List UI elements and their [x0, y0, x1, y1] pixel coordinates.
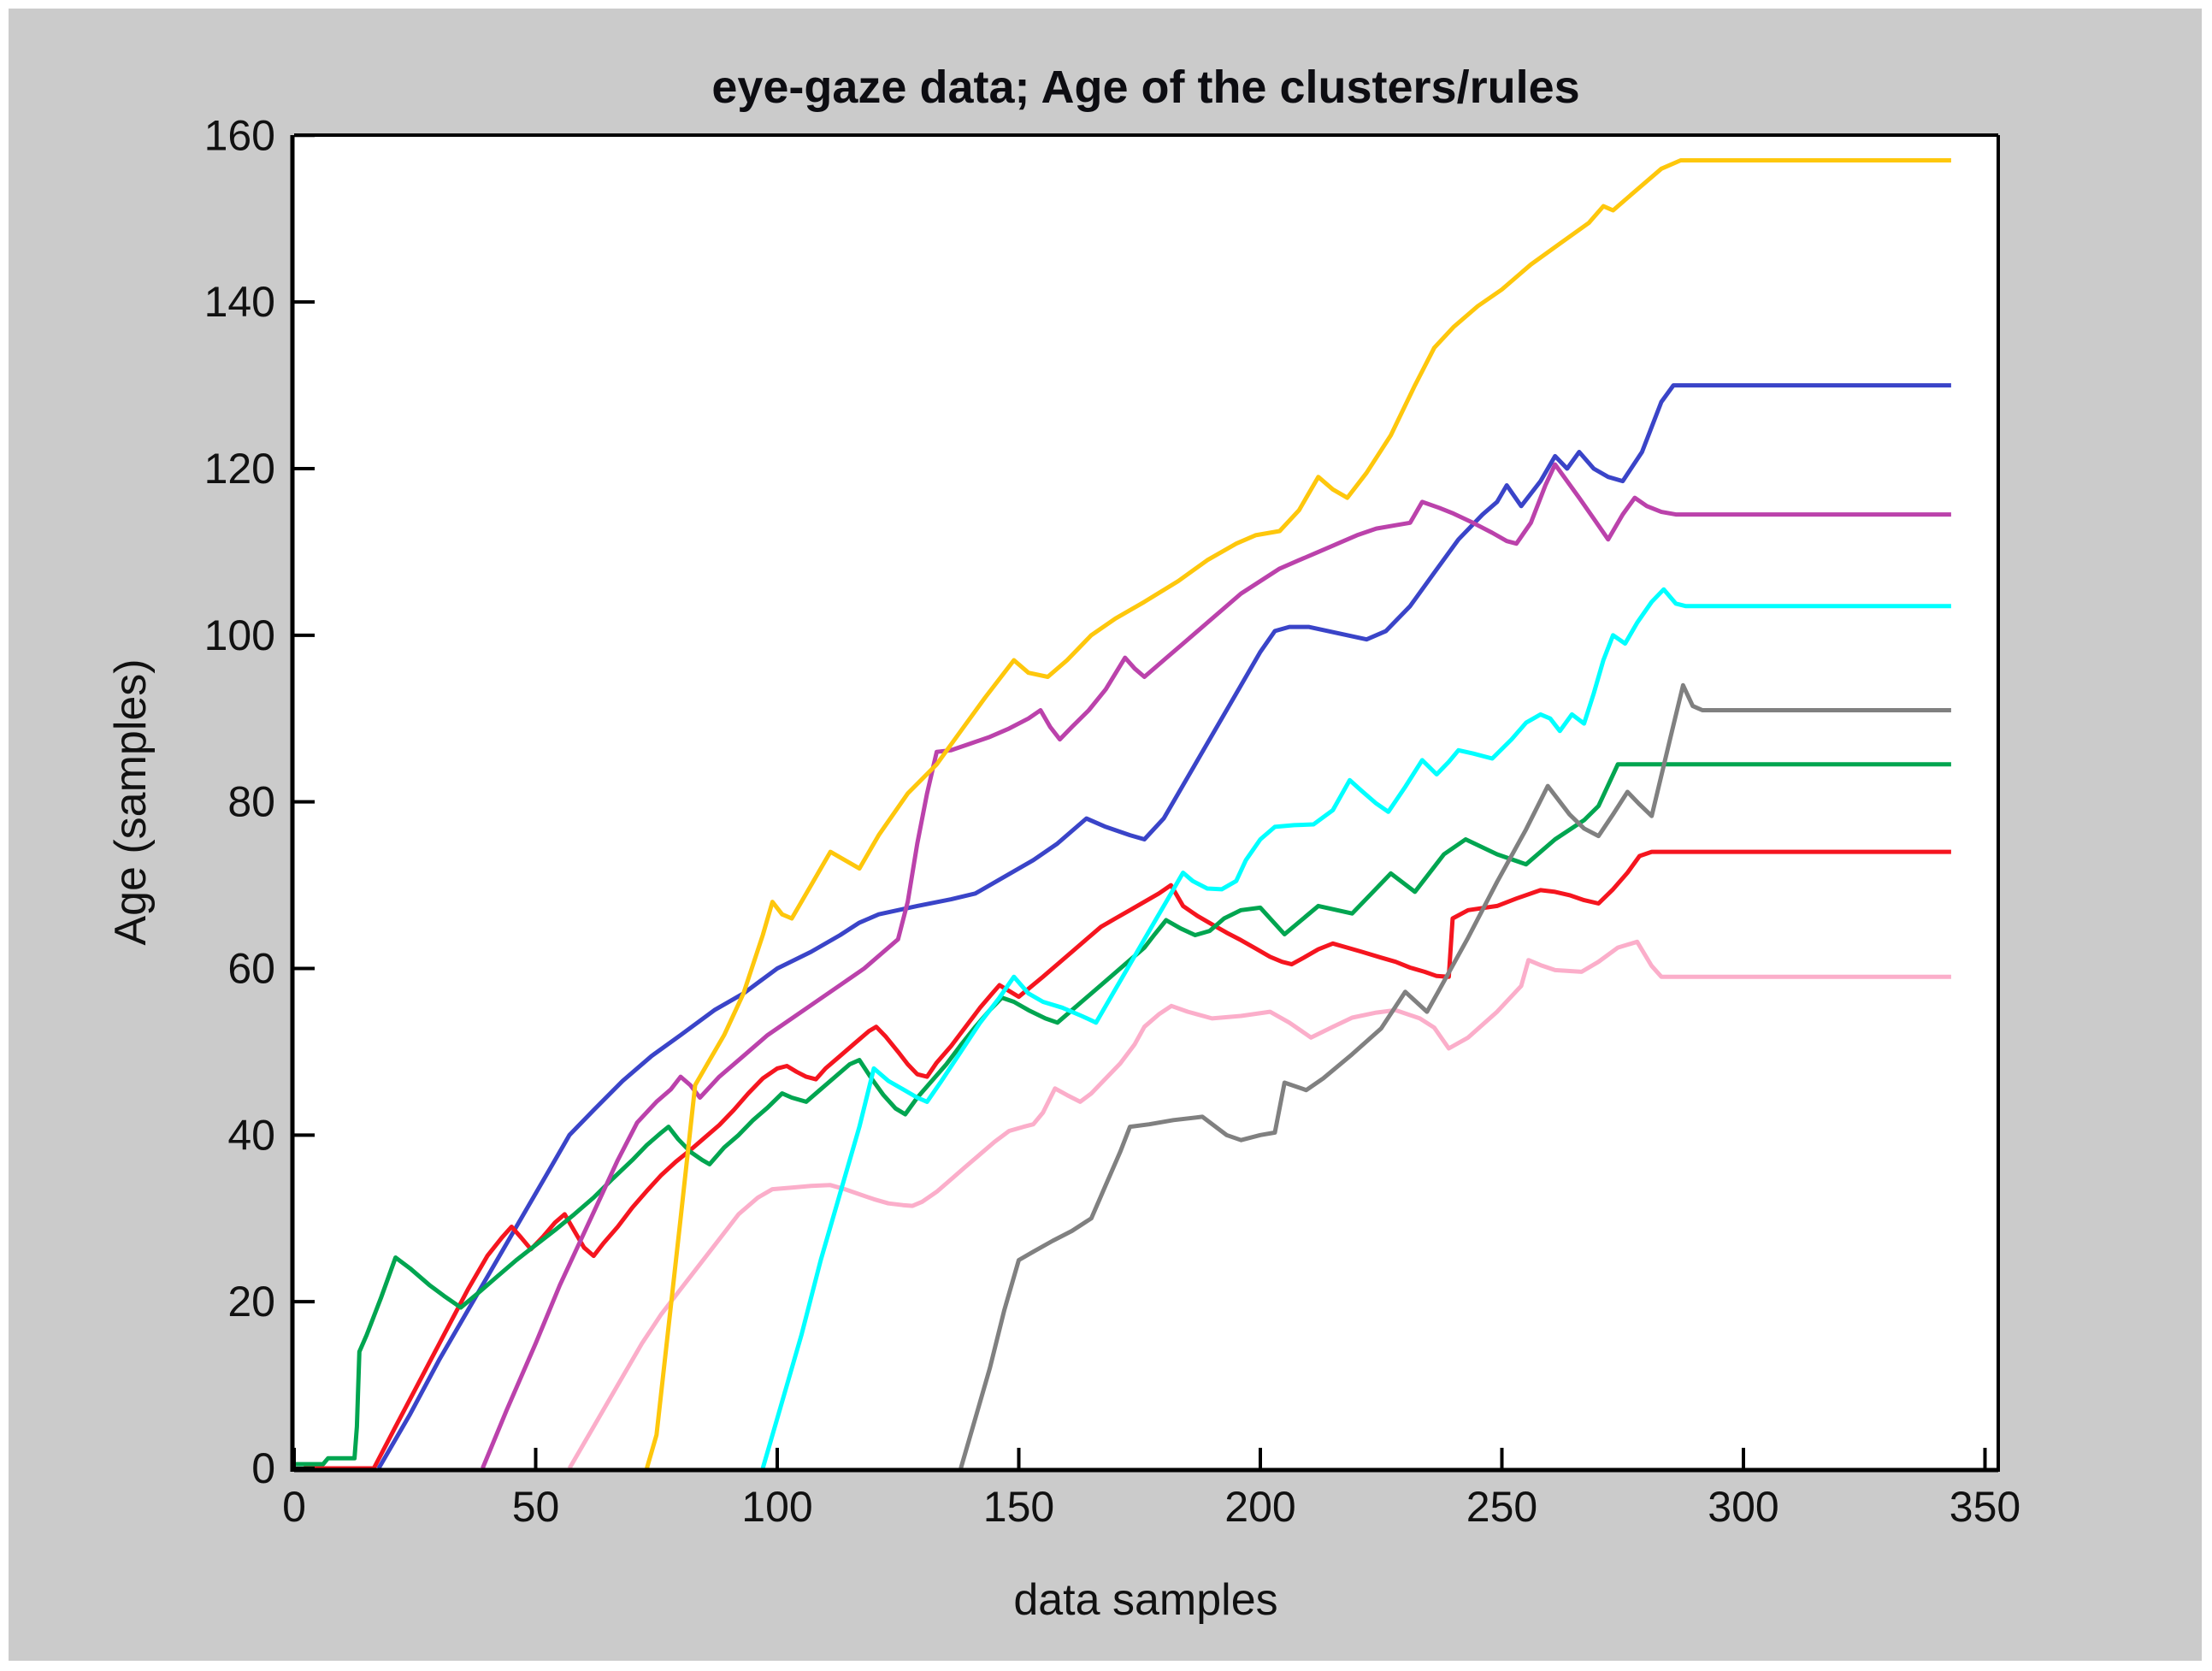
- y-tick-label-100: 100: [204, 611, 275, 659]
- series-line-cluster-2-red: [304, 849, 1951, 1471]
- chart-title: eye-gaze data; Age of the clusters/rules: [711, 62, 1579, 113]
- series-line-cluster-6-gold: [645, 158, 1951, 1469]
- x-tick-label-350: 350: [1950, 1483, 2020, 1531]
- x-axis-label: data samples: [1013, 1575, 1277, 1625]
- y-tick-labels: 0 20 40 60 80 100 120 140 160: [204, 111, 275, 1492]
- x-tick-labels: 0 50 100 150 200 250 300 350: [282, 1483, 2020, 1531]
- series-line-cluster-4-magenta: [481, 462, 1951, 1469]
- data-series-group: [294, 158, 1951, 1471]
- y-tick-label-60: 60: [227, 944, 275, 992]
- axes-group: [290, 133, 2000, 1473]
- y-tick-label-20: 20: [227, 1278, 275, 1326]
- x-tick-label-300: 300: [1708, 1483, 1778, 1531]
- x-tick-label-150: 150: [983, 1483, 1054, 1531]
- series-line-cluster-8-cyan: [760, 587, 1951, 1469]
- y-axis-label: Age (samples): [106, 658, 156, 945]
- series-line-cluster-7-gray: [959, 682, 1951, 1469]
- x-tick-label-50: 50: [512, 1483, 560, 1531]
- y-tick-label-80: 80: [227, 778, 275, 826]
- y-tick-label-160: 160: [204, 111, 275, 159]
- series-line-cluster-1-blue: [376, 383, 1951, 1470]
- series-line-cluster-5-pink: [567, 939, 1951, 1470]
- plot-area: [294, 135, 1998, 1468]
- y-tick-label-120: 120: [204, 445, 275, 493]
- y-tick-label-40: 40: [227, 1111, 275, 1159]
- x-tick-label-100: 100: [741, 1483, 812, 1531]
- x-tick-label-200: 200: [1224, 1483, 1295, 1531]
- y-tick-label-140: 140: [204, 278, 275, 326]
- y-tick-label-0: 0: [251, 1444, 275, 1492]
- x-tick-label-0: 0: [282, 1483, 306, 1531]
- x-tick-label-250: 250: [1466, 1483, 1537, 1531]
- series-line-cluster-3-green: [294, 762, 1951, 1467]
